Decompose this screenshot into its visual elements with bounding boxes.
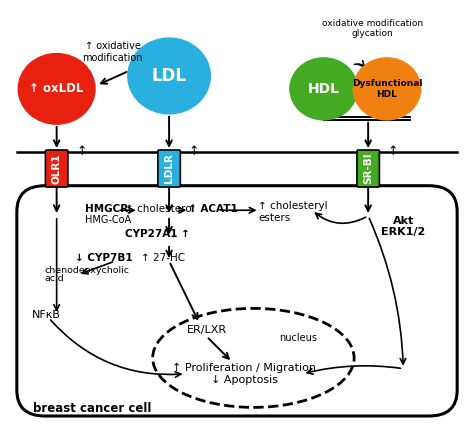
Text: ↑ oxidative
modification: ↑ oxidative modification [82,41,143,63]
Text: OLR1: OLR1 [52,153,62,184]
FancyBboxPatch shape [357,150,379,187]
Text: LDLR: LDLR [164,153,174,184]
Text: HDL: HDL [308,82,340,96]
Text: ↓ CYP7B1: ↓ CYP7B1 [75,252,133,262]
Text: ER/LXR: ER/LXR [186,325,227,335]
Text: Akt
ERK1/2: Akt ERK1/2 [381,216,426,238]
Text: ↑: ↑ [388,145,398,158]
Text: Dysfunctional
HDL: Dysfunctional HDL [352,79,422,99]
Text: ↑ Proliferation / Migration
↓ Apoptosis: ↑ Proliferation / Migration ↓ Apoptosis [172,363,316,385]
Text: HMG-CoA: HMG-CoA [85,215,131,225]
Text: LDL: LDL [152,67,187,85]
Text: ↑ oxLDL: ↑ oxLDL [29,82,84,95]
Text: ↑: ↑ [189,145,199,158]
Text: HMGCR: HMGCR [85,204,128,215]
FancyBboxPatch shape [46,150,68,187]
Circle shape [18,54,95,124]
Text: acid: acid [44,274,64,283]
Text: ↑ 27-HC: ↑ 27-HC [141,252,185,262]
Text: breast cancer cell: breast cancer cell [33,402,152,415]
Text: NFκB: NFκB [32,310,61,320]
Text: ↑: ↑ [76,145,87,158]
Text: ↑ cholesterol: ↑ cholesterol [125,204,194,215]
Text: CYP27A1 ↑: CYP27A1 ↑ [125,229,190,239]
Text: oxidative modification
glycation: oxidative modification glycation [322,19,423,38]
Circle shape [353,58,420,120]
Text: nucleus: nucleus [279,333,317,343]
Text: SR-BI: SR-BI [363,153,373,184]
Text: ↑ ACAT1: ↑ ACAT1 [188,204,237,215]
Circle shape [290,58,357,120]
Text: ↑ cholesteryl
esters: ↑ cholesteryl esters [258,201,328,223]
FancyBboxPatch shape [158,150,180,187]
Text: chenodeoxycholic: chenodeoxycholic [44,266,129,275]
Circle shape [128,38,210,114]
